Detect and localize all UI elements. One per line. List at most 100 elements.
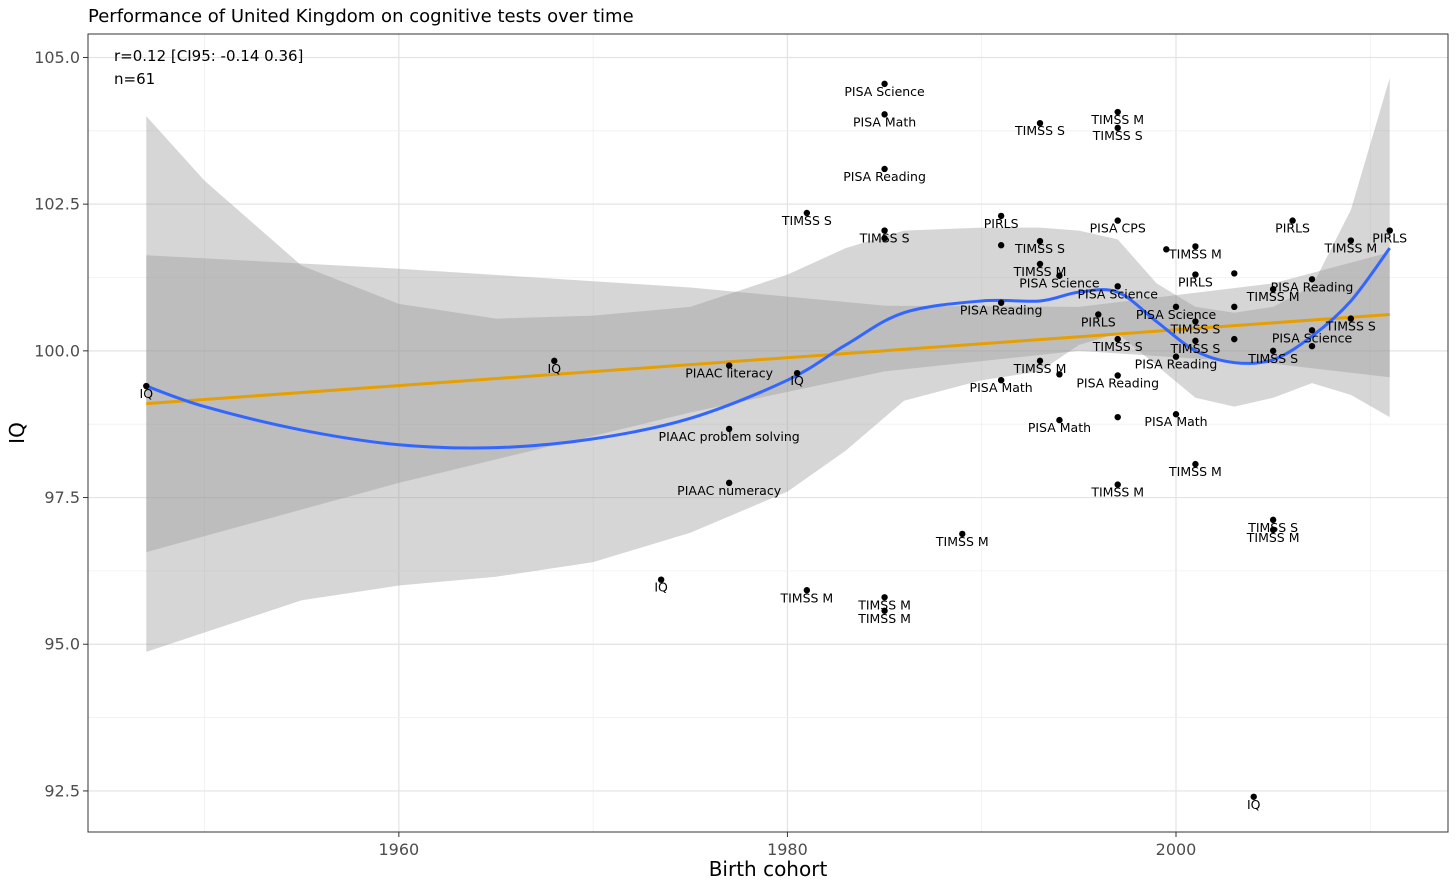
point-label: TIMSS M <box>1090 112 1144 127</box>
data-point <box>1308 276 1316 283</box>
data-point <box>1114 283 1121 290</box>
y-tick-label: 97.5 <box>44 488 80 507</box>
data-point <box>881 111 888 118</box>
data-point <box>1036 357 1044 365</box>
fit-lines <box>145 247 1391 450</box>
point-label: TIMSS M <box>1168 246 1222 261</box>
point-label: PIAAC literacy <box>685 366 773 381</box>
data-point <box>881 165 888 173</box>
point-label: PISA Math <box>1144 414 1207 429</box>
data-point <box>997 212 1005 220</box>
correlation-annotation: r=0.12 [CI95: -0.14 0.36] <box>114 47 303 65</box>
data-point <box>997 242 1005 249</box>
data-point <box>881 607 888 614</box>
point-label: PIAAC numeracy <box>677 483 782 498</box>
point-label: TIMSS S <box>1169 341 1220 356</box>
data-point <box>1192 460 1199 468</box>
data-point <box>143 382 150 390</box>
data-point <box>1269 347 1277 355</box>
data-point <box>1172 353 1180 360</box>
point-label: PIAAC problem solving <box>659 429 800 444</box>
data-point <box>881 227 888 234</box>
data-point <box>1192 337 1199 345</box>
data-point <box>881 234 888 242</box>
x-tick-label: 1960 <box>378 840 419 859</box>
point-label: PISA Reading <box>843 169 926 184</box>
data-point <box>997 376 1005 384</box>
data-point <box>725 425 733 433</box>
data-point <box>1269 286 1277 293</box>
linear-ci-ribbon <box>146 252 1390 553</box>
point-label: TIMSS S <box>1325 319 1376 334</box>
point-label: TIMSS S <box>1169 322 1220 337</box>
data-point <box>1192 318 1199 325</box>
point-label: TIMSS S <box>1247 520 1298 535</box>
point-label: PISA CPS <box>1090 221 1146 236</box>
data-point <box>1114 413 1121 421</box>
data-point <box>1114 372 1121 379</box>
point-label: TIMSS S <box>1014 241 1065 256</box>
data-point <box>1114 217 1121 224</box>
point-label: PISA Science <box>1136 307 1217 322</box>
point-label: PISA Math <box>1028 420 1091 435</box>
confidence-ribbons <box>146 78 1390 652</box>
data-point <box>1172 303 1180 311</box>
data-point <box>1231 303 1238 311</box>
point-label: TIMSS M <box>857 611 911 626</box>
data-point <box>1269 526 1277 534</box>
y-tick-label: 92.5 <box>44 781 80 800</box>
data-point <box>1095 311 1102 318</box>
y-axis-title: IQ <box>5 422 29 444</box>
data-point <box>1114 124 1121 132</box>
data-point <box>1250 793 1257 800</box>
data-point <box>1231 270 1238 277</box>
point-label: PISA Reading <box>960 303 1043 318</box>
point-label: PIRLS <box>984 216 1019 231</box>
point-label: TIMSS M <box>1323 241 1377 256</box>
point-label: PISA Reading <box>1271 279 1354 294</box>
data-points <box>143 80 1393 800</box>
data-point <box>1231 335 1238 343</box>
point-label: PISA Reading <box>1076 375 1159 390</box>
point-label: PIRLS <box>1178 275 1213 290</box>
point-label: TIMSS M <box>1090 485 1144 500</box>
point-label: PIRLS <box>1081 314 1116 329</box>
data-point <box>1347 315 1355 322</box>
y-tick-label: 95.0 <box>44 635 80 654</box>
point-label: PISA Reading <box>1135 357 1218 372</box>
point-label: PIRLS <box>1275 221 1310 236</box>
point-label: PISA Science <box>1078 286 1159 301</box>
point-label: TIMSS M <box>1246 289 1300 304</box>
data-point <box>1308 327 1316 334</box>
point-label: PISA Math <box>853 114 916 129</box>
point-label: TIMSS M <box>779 590 833 605</box>
data-point <box>1386 227 1393 234</box>
data-point <box>1192 243 1199 250</box>
chart-title: Performance of United Kingdom on cogniti… <box>88 6 634 27</box>
point-label: TIMSS S <box>1092 128 1143 143</box>
data-point <box>1056 416 1063 424</box>
point-label: TIMSS M <box>1168 464 1222 479</box>
data-point <box>793 369 801 377</box>
x-tick-label: 2000 <box>1156 840 1197 859</box>
data-point <box>803 587 811 594</box>
y-tick-label: 105.0 <box>34 48 80 67</box>
data-point <box>1056 371 1063 378</box>
point-label: PISA Science <box>1019 276 1100 291</box>
x-axis-ticks: 1960 1980 2000 <box>378 832 1196 859</box>
data-point <box>1114 481 1121 488</box>
point-label: IQ <box>548 361 562 376</box>
linear-fit-line <box>146 312 1390 406</box>
y-tick-label: 102.5 <box>34 195 80 214</box>
data-point <box>1308 342 1316 350</box>
point-label: IQ <box>140 386 154 401</box>
panel-border <box>87 33 1449 833</box>
data-point <box>1036 119 1044 127</box>
x-tick-label: 1980 <box>767 840 808 859</box>
data-point <box>881 594 888 601</box>
data-point <box>881 80 888 88</box>
point-label: TIMSS M <box>1246 530 1300 545</box>
data-point <box>725 362 733 369</box>
point-label: TIMSS S <box>859 231 910 246</box>
